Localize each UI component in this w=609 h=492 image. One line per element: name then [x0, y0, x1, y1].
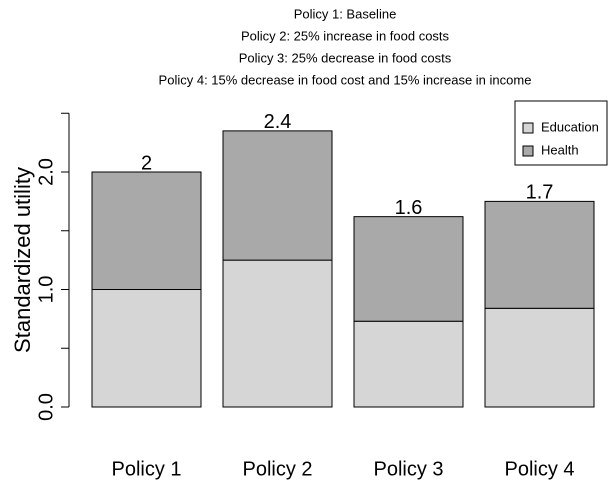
legend-label: Education: [541, 119, 599, 134]
bar-segment: [91, 171, 202, 290]
y-tick-label: 1.0: [35, 276, 57, 304]
legend-swatch: [522, 122, 534, 134]
bar-segment: [222, 130, 333, 261]
total-label: 1.6: [395, 197, 423, 219]
legend-label: Health: [541, 142, 579, 157]
y-tick-label: 0.0: [35, 393, 57, 421]
x-tick-label: Policy 4: [504, 458, 574, 480]
legend-swatch: [522, 145, 534, 157]
total-label: 1.7: [526, 182, 554, 204]
chart-title: Policy 2: 25% increase in food costs: [241, 28, 450, 43]
bar-segment: [484, 307, 595, 408]
chart-title: Policy 3: 25% decrease in food costs: [239, 50, 452, 65]
y-axis-title: Standardized utility: [10, 167, 35, 353]
bar-segment: [222, 259, 333, 408]
bar-segment: [353, 320, 464, 408]
total-label: 2.4: [264, 111, 292, 133]
bar-segment: [484, 200, 595, 309]
x-tick-label: Policy 1: [111, 458, 181, 480]
y-tick-label: 2.0: [35, 158, 57, 186]
chart-title: Policy 4: 15% decrease in food cost and …: [159, 72, 532, 87]
bar-segment: [353, 216, 464, 322]
x-tick-label: Policy 2: [242, 458, 312, 480]
chart-title: Policy 1: Baseline: [294, 6, 397, 21]
total-label: 2: [141, 152, 152, 174]
x-tick-label: Policy 3: [373, 458, 443, 480]
bar-segment: [91, 289, 202, 408]
